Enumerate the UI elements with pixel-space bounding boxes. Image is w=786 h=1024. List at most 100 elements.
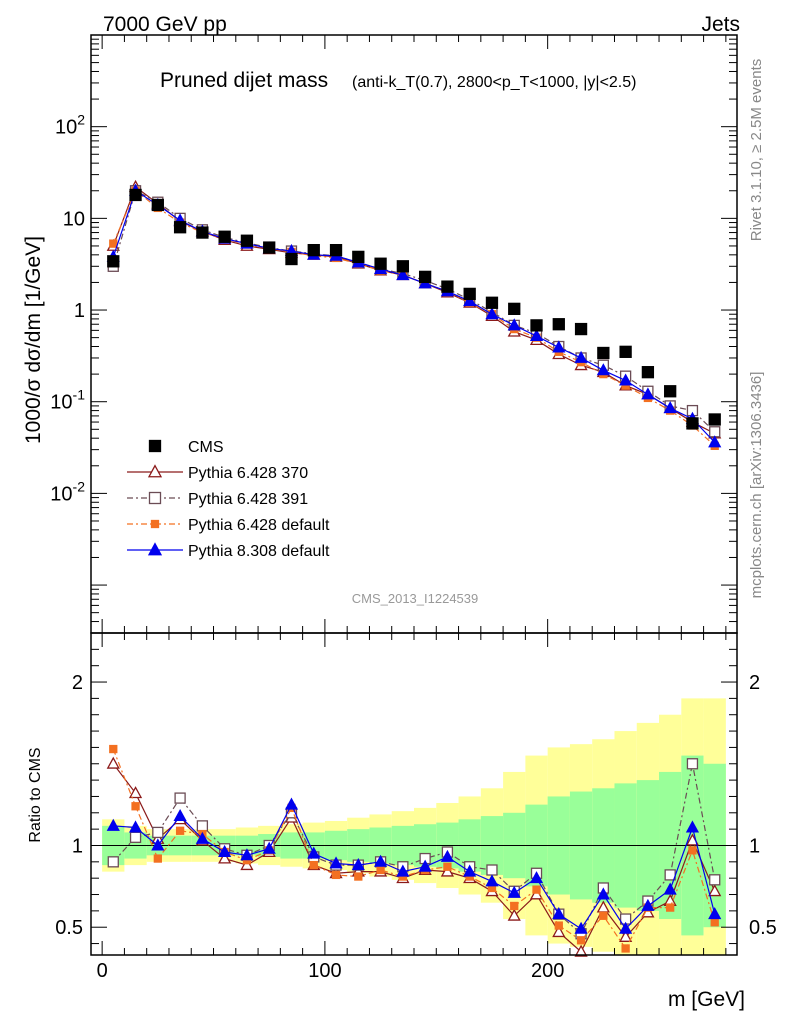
data-point-pythia-8-308-default [708, 435, 722, 448]
ratio-point-pythia-6-428-370 [218, 851, 232, 864]
data-point-pythia-8-308-default [552, 340, 566, 353]
data-point-pythia-6-428-default [109, 239, 118, 248]
ratio-point-pythia-8-308-default [240, 848, 254, 861]
data-point-cms [708, 413, 721, 426]
data-point-cms [218, 230, 231, 243]
ratio-point-pythia-6-428-default [599, 911, 608, 920]
data-point-cms [196, 226, 209, 239]
data-point-cms [597, 346, 610, 360]
ratio-point-pythia-8-308-default [708, 907, 722, 920]
analysis-id: CMS_2013_I1224539 [352, 591, 479, 606]
ratio-line-pythia-6-428-default [112, 748, 716, 950]
legend-marker-pythia-6-428-370 [147, 464, 163, 478]
data-point-cms [441, 280, 454, 293]
ratio-point-pythia-6-428-default [331, 870, 341, 880]
x-tick-label: 200 [531, 960, 564, 982]
legend-label-pythia-6-428-370: Pythia 6.428 370 [188, 465, 308, 482]
ratio-point-pythia-6-428-391 [686, 758, 699, 770]
legend-label-cms: CMS [188, 439, 224, 456]
data-point-pythia-8-308-default [596, 363, 610, 376]
ratio-point-pythia-6-428-default [510, 901, 519, 911]
ratio-point-pythia-6-428-default [576, 936, 586, 945]
ratio-point-pythia-6-428-default [153, 854, 162, 863]
ratio-axis-label: Ratio to CMS [27, 747, 44, 842]
ratio-point-pythia-8-308-default [463, 864, 477, 877]
ratio-point-pythia-6-428-391 [152, 826, 164, 839]
ratio-point-pythia-6-428-default [109, 744, 118, 754]
ratio-point-pythia-8-308-default [529, 871, 544, 884]
legend-marker-pythia-6-428-391 [148, 491, 162, 505]
data-point-pythia-8-308-default [485, 307, 499, 320]
data-point-cms [240, 234, 254, 247]
ratio-point-pythia-8-308-default [307, 846, 321, 859]
ratio-point-pythia-8-308-default [173, 808, 187, 822]
legend-label-pythia-6-428-391: Pythia 6.428 391 [188, 491, 308, 508]
data-point-cms [508, 302, 521, 316]
data-point-pythia-6-428-391 [709, 426, 721, 438]
ratio-point-pythia-8-308-default [106, 818, 120, 831]
rivet-label: Rivet 3.1.10, ≥ 2.5M events [748, 59, 765, 242]
legend-label-pythia-6-428-default: Pythia 6.428 default [188, 517, 330, 534]
ratio-y-tick-label: 1 [72, 835, 83, 857]
ratio-point-pythia-6-428-370 [708, 884, 722, 897]
ratio-point-pythia-6-428-default [666, 903, 675, 912]
ratio-point-pythia-8-308-default [195, 831, 209, 844]
series-line-pythia-6-428-370 [112, 186, 715, 435]
ratio-point-pythia-6-428-391 [107, 856, 119, 868]
data-point-cms [686, 417, 699, 430]
ratio-point-pythia-6-428-370 [641, 905, 655, 918]
ratio-point-pythia-6-428-default [175, 826, 185, 835]
data-point-cms [552, 318, 565, 331]
data-point-pythia-8-308-default [574, 350, 588, 363]
data-point-cms [263, 241, 276, 254]
header-right: Jets [701, 13, 740, 36]
ratio-point-pythia-8-308-default [284, 797, 299, 810]
x-tick-label: 100 [308, 960, 341, 982]
data-point-cms [173, 221, 187, 234]
legend-marker-cms [148, 439, 162, 453]
ratio-point-pythia-6-428-default [621, 944, 630, 953]
ratio-point-pythia-8-308-default [552, 907, 566, 920]
ratio-y-tick-label: 2 [72, 672, 83, 694]
ratio-line-pythia-8-308-default [113, 803, 716, 930]
legend-label-pythia-8-308-default: Pythia 8.308 default [188, 543, 330, 560]
data-point-cms [285, 252, 298, 266]
mcplots-label: mcplots.cern.ch [arXiv:1306.3436] [748, 372, 765, 599]
ratio-point-pythia-6-428-default [354, 872, 363, 881]
data-point-cms [530, 319, 543, 332]
ratio-point-pythia-8-308-default [485, 874, 499, 887]
data-point-cms [418, 270, 432, 284]
data-point-cms [641, 366, 655, 379]
data-point-pythia-8-308-default [619, 373, 633, 386]
ratio-point-pythia-8-308-default [128, 820, 143, 833]
chart-subtitle: (anti-k_T(0.7), 2800<p_T<1000, |y|<2.5) [352, 74, 636, 91]
ratio-point-pythia-8-308-default [507, 885, 521, 898]
y-tick-label: 10-2 [50, 478, 85, 505]
data-point-cms [619, 345, 632, 358]
legend-marker-pythia-8-308-default [147, 542, 163, 556]
ratio-y-tick-label: 0.5 [55, 917, 83, 939]
data-point-pythia-8-308-default [463, 294, 477, 307]
ratio-point-pythia-6-428-391 [174, 792, 186, 804]
ratio-point-pythia-8-308-default [396, 864, 410, 877]
header-left: 7000 GeV pp [103, 13, 227, 36]
data-point-pythia-8-308-default [641, 387, 655, 400]
ratio-y-tick-label-right: 1 [749, 835, 760, 857]
ratio-point-pythia-6-428-default [554, 921, 563, 930]
data-point-pythia-8-308-default [507, 318, 521, 331]
ratio-point-pythia-8-308-default [641, 898, 655, 911]
ratio-point-pythia-6-428-391 [709, 874, 721, 886]
ratio-point-pythia-6-428-default [131, 802, 140, 811]
data-point-cms [664, 385, 677, 398]
data-point-cms [307, 243, 320, 257]
data-point-cms [352, 250, 365, 264]
data-point-pythia-8-308-default [663, 401, 677, 414]
ratio-point-pythia-8-308-default [351, 857, 365, 871]
legend: CMS Pythia 6.428 370 Pythia 6.428 391 Pythi… [127, 439, 330, 560]
ratio-point-pythia-6-428-370 [552, 925, 566, 938]
ratio-point-pythia-6-428-370 [440, 864, 455, 877]
ratio-point-pythia-6-428-370 [574, 944, 588, 957]
data-point-cms [151, 198, 164, 212]
data-point-cms [396, 260, 410, 273]
